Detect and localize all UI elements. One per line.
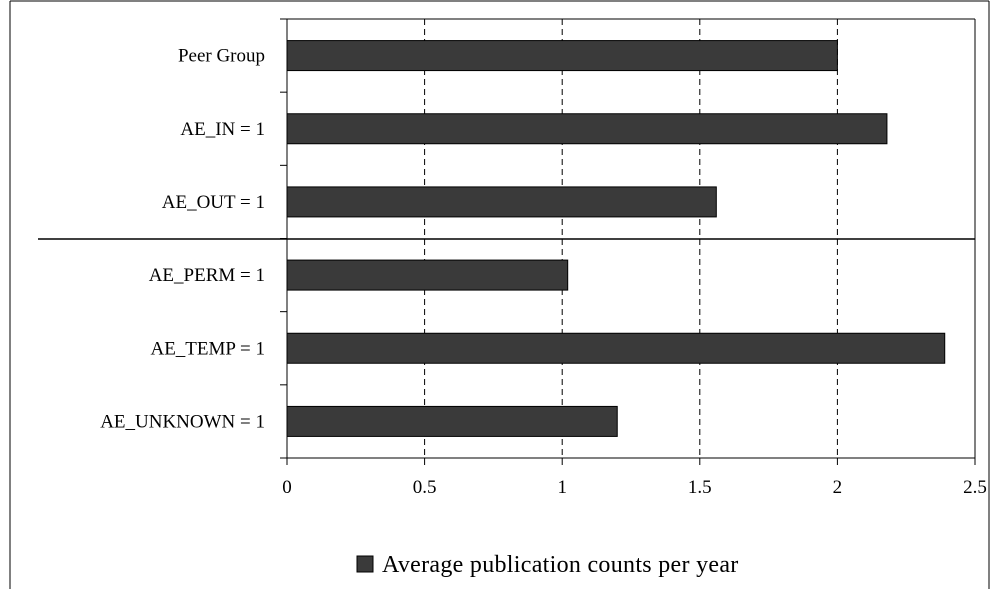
x-tick-label-3: 1.5 [688,477,712,498]
category-labels: Peer Group AE_IN = 1 AE_OUT = 1 AE_PERM = 1… [100,46,265,433]
x-tick-label-2: 1 [557,477,567,498]
category-label-2: AE_OUT = 1 [162,192,265,213]
category-label-5: AE_UNKNOWN = 1 [100,411,265,432]
category-label-0: Peer Group [178,46,265,67]
category-label-4: AE_TEMP = 1 [150,338,265,359]
x-tick-label-1: 0.5 [413,477,437,498]
x-tick-labels: 0 0.5 1 1.5 2 2.5 [282,477,987,498]
bar-0 [286,40,838,72]
x-tick-label-4: 2 [833,477,843,498]
x-tick-label-0: 0 [282,477,292,498]
legend-label: Average publication counts per year [382,552,739,578]
category-label-1: AE_IN = 1 [180,119,265,140]
bar-1 [286,113,888,145]
legend-swatch [356,555,374,573]
category-label-3: AE_PERM = 1 [149,265,265,286]
grid-lines [424,19,838,458]
axes [38,18,976,465]
x-tick-label-5: 2.5 [963,477,987,498]
bars [286,40,946,437]
legend: Average publication counts per year [356,552,739,578]
bar-2 [286,186,717,218]
bar-5 [286,405,618,437]
bar-4 [286,332,946,364]
bar-3 [286,259,569,291]
